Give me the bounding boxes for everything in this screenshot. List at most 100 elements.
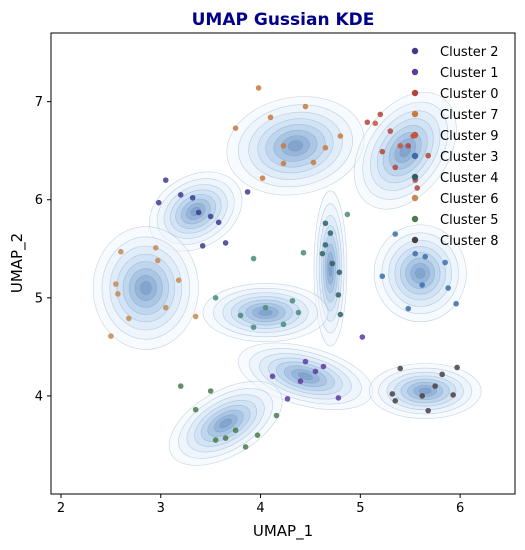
legend-label: Cluster 5	[440, 213, 499, 228]
point-series-7-1	[152, 245, 159, 251]
legend-marker	[411, 152, 419, 160]
point-series-1-1	[302, 358, 309, 365]
x-tick-label: 4	[256, 501, 264, 516]
point-series-3-3	[302, 103, 309, 110]
point-series-9-6	[454, 364, 460, 371]
point-series-8-7	[207, 388, 214, 394]
point-series-0-6	[199, 243, 206, 249]
point-series-5-8	[412, 250, 419, 257]
point-series-3-7	[322, 144, 329, 151]
point-series-9-2	[425, 407, 431, 414]
y-tick-label: 5	[35, 291, 43, 306]
point-series-3-6	[310, 159, 317, 166]
point-series-10-3	[280, 321, 287, 328]
point-series-7-7	[108, 333, 114, 339]
point-series-6-7	[329, 260, 336, 267]
chart-title: UMAP Gussian KDE	[192, 10, 375, 30]
point-series-10-0	[212, 295, 219, 301]
point-series-0-1	[155, 199, 162, 206]
legend-label: Cluster 9	[440, 129, 499, 144]
x-tick-label: 5	[356, 501, 364, 516]
point-series-9-0	[389, 391, 396, 397]
legend-label: Cluster 6	[440, 192, 499, 207]
legend-label: Cluster 4	[440, 171, 499, 186]
point-series-0-0	[162, 177, 169, 183]
x-tick-label: 6	[456, 501, 464, 516]
legend-marker	[411, 110, 419, 118]
legend-marker	[411, 173, 419, 181]
point-series-5-1	[379, 273, 386, 280]
point-series-2-7	[425, 152, 431, 159]
point-series-5-6	[453, 300, 459, 307]
point-series-7-6	[126, 315, 132, 322]
point-series-3-0	[255, 85, 262, 91]
y-axis-ticks: 4 5 6 7	[35, 95, 51, 404]
point-series-6-5	[337, 311, 344, 318]
legend: Cluster 2 Cluster 1 Cluster 0 Cluster 7 Clus…	[411, 45, 499, 249]
point-series-6-3	[336, 269, 343, 276]
point-series-3-1	[232, 125, 239, 131]
kde-contour-1-7	[139, 281, 152, 295]
point-series-2-0	[377, 111, 384, 118]
point-series-1-7	[312, 368, 319, 375]
point-series-10-9	[262, 304, 269, 311]
point-series-5-5	[442, 259, 448, 266]
point-series-7-2	[154, 257, 161, 264]
point-series-9-5	[450, 392, 456, 398]
legend-marker	[411, 68, 419, 76]
point-series-1-4	[359, 334, 366, 340]
point-series-6-1	[327, 230, 334, 236]
point-series-1-0	[269, 373, 276, 380]
point-series-7-5	[115, 291, 121, 297]
point-series-1-2	[320, 363, 327, 370]
kde-density-layer	[92, 91, 482, 466]
point-series-2-3	[392, 164, 399, 171]
point-series-9-8	[432, 383, 438, 389]
point-series-2-2	[379, 148, 386, 155]
point-series-5-2	[405, 305, 412, 312]
legend-label: Cluster 1	[440, 66, 499, 81]
point-series-6-4	[335, 292, 342, 298]
point-series-5-3	[419, 282, 426, 288]
point-series-9-7	[397, 365, 404, 372]
point-series-7-9	[192, 313, 199, 320]
x-axis-label: UMAP_1	[253, 522, 313, 541]
point-series-1-6	[297, 378, 304, 385]
point-series-0-9	[177, 192, 184, 198]
legend-label: Cluster 2	[440, 45, 499, 60]
kde-contour-8-7	[219, 418, 232, 429]
point-series-10-8	[295, 309, 302, 316]
x-tick-label: 3	[157, 501, 165, 516]
point-series-1-3	[335, 395, 342, 401]
point-series-8-5	[242, 444, 249, 450]
kde-contour-9-7	[418, 387, 432, 395]
point-series-8-8	[232, 427, 239, 434]
point-series-0-3	[195, 209, 202, 216]
point-series-3-4	[280, 142, 287, 149]
point-series-5-4	[422, 253, 428, 260]
point-series-4-2	[397, 142, 404, 149]
point-series-8-6	[273, 412, 280, 419]
point-series-3-9	[259, 175, 266, 181]
point-series-4-0	[372, 120, 379, 127]
point-series-8-0	[177, 383, 184, 389]
point-series-2-8	[405, 142, 412, 149]
point-series-2-9	[387, 128, 394, 134]
point-series-10-1	[237, 312, 244, 319]
legend-label: Cluster 3	[440, 150, 499, 165]
y-tick-label: 7	[35, 95, 43, 110]
kde-contour-7-7	[297, 372, 313, 381]
kde-contour-4-7	[414, 267, 426, 279]
point-series-10-4	[289, 297, 296, 304]
point-series-2-1	[364, 119, 371, 126]
legend-marker	[411, 131, 419, 139]
legend-marker	[411, 194, 419, 202]
point-series-0-2	[189, 194, 196, 201]
point-series-7-0	[118, 248, 124, 255]
point-series-6-0	[322, 220, 329, 227]
point-series-10-5	[250, 255, 257, 262]
point-series-0-5	[222, 240, 229, 246]
legend-label: Cluster 8	[440, 234, 499, 249]
point-series-6-2	[322, 242, 329, 248]
point-series-10-2	[250, 324, 257, 331]
